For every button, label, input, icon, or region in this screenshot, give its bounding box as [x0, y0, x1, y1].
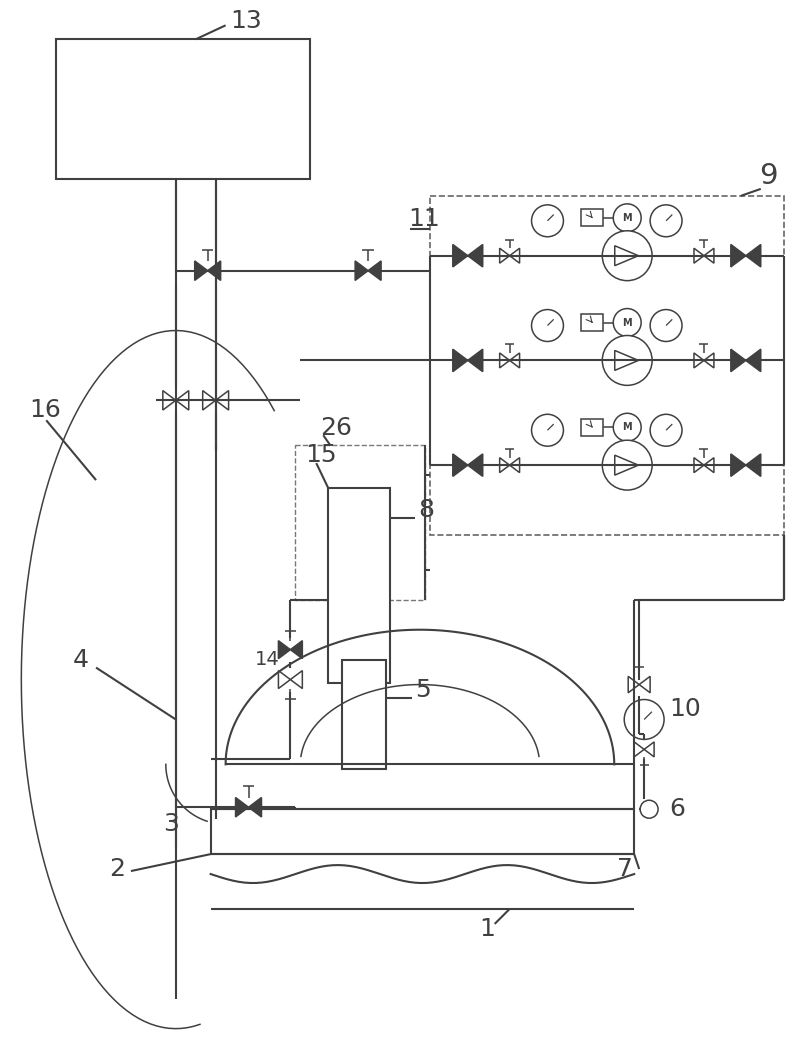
- Circle shape: [614, 204, 641, 232]
- Text: 4: 4: [73, 648, 89, 671]
- Text: 26: 26: [320, 416, 352, 440]
- Text: 11: 11: [408, 207, 440, 231]
- Circle shape: [624, 700, 664, 739]
- Polygon shape: [746, 349, 761, 372]
- Polygon shape: [453, 454, 468, 477]
- Bar: [582, 209, 603, 226]
- Text: 8: 8: [418, 498, 434, 522]
- Bar: [295, 446, 425, 600]
- Text: 5: 5: [415, 678, 430, 702]
- Text: 13: 13: [230, 9, 262, 33]
- Circle shape: [650, 205, 682, 236]
- Text: 16: 16: [30, 399, 61, 423]
- Circle shape: [602, 335, 652, 385]
- Circle shape: [650, 414, 682, 447]
- Polygon shape: [468, 454, 482, 477]
- Circle shape: [531, 205, 563, 236]
- Text: 1: 1: [480, 917, 495, 941]
- Bar: [430, 196, 784, 535]
- Bar: [56, 40, 310, 179]
- Circle shape: [614, 413, 641, 441]
- Text: 3: 3: [163, 812, 178, 836]
- Bar: [210, 809, 634, 854]
- Text: M: M: [622, 212, 632, 223]
- Polygon shape: [731, 454, 746, 477]
- Polygon shape: [746, 245, 761, 266]
- Polygon shape: [194, 261, 208, 280]
- Bar: [342, 660, 386, 769]
- Circle shape: [650, 309, 682, 341]
- Text: 15: 15: [306, 443, 337, 467]
- Circle shape: [531, 414, 563, 447]
- Polygon shape: [355, 261, 368, 280]
- Polygon shape: [208, 261, 221, 280]
- Text: 6: 6: [669, 797, 685, 821]
- Circle shape: [614, 308, 641, 336]
- Text: M: M: [622, 423, 632, 432]
- Bar: [582, 418, 603, 436]
- Polygon shape: [453, 245, 468, 266]
- Text: 2: 2: [109, 857, 125, 881]
- Polygon shape: [746, 454, 761, 477]
- Circle shape: [640, 801, 658, 818]
- Polygon shape: [731, 349, 746, 372]
- Polygon shape: [368, 261, 381, 280]
- Circle shape: [602, 231, 652, 281]
- Polygon shape: [278, 640, 290, 659]
- Text: 10: 10: [669, 697, 701, 721]
- Text: 7: 7: [618, 857, 633, 881]
- Text: M: M: [622, 318, 632, 328]
- Polygon shape: [731, 245, 746, 266]
- Polygon shape: [235, 797, 249, 817]
- Polygon shape: [453, 349, 468, 372]
- Circle shape: [602, 440, 652, 490]
- Bar: [582, 314, 603, 331]
- Polygon shape: [249, 797, 262, 817]
- Bar: [328, 488, 390, 683]
- Polygon shape: [468, 245, 482, 266]
- Circle shape: [531, 309, 563, 341]
- Polygon shape: [290, 640, 302, 659]
- Text: 9: 9: [758, 162, 778, 189]
- Polygon shape: [468, 349, 482, 372]
- Text: 14: 14: [254, 651, 279, 669]
